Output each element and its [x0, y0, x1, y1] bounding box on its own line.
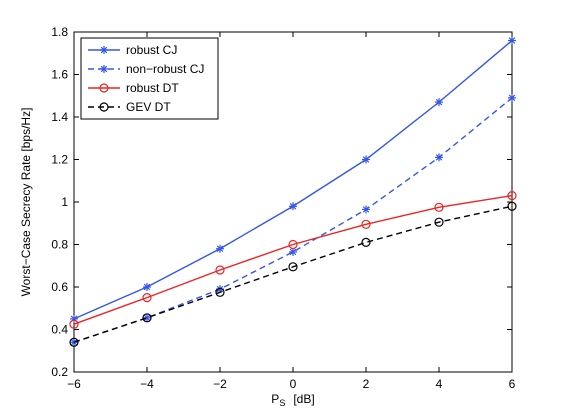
- asterisk-marker: [435, 98, 443, 107]
- y-tick-label: 1.4: [51, 110, 68, 124]
- asterisk-marker: [100, 65, 108, 73]
- y-axis-label: Worst−Case Secrecy Rate [bps/Hz]: [19, 108, 33, 297]
- circle-marker: [434, 202, 444, 212]
- y-tick-label: 0.2: [51, 365, 68, 379]
- asterisk-marker: [362, 205, 370, 214]
- circle-marker: [288, 262, 298, 272]
- legend-item: robust CJ: [88, 43, 177, 57]
- x-tick-label: −2: [213, 377, 227, 391]
- y-tick-label: 0.6: [51, 280, 68, 294]
- asterisk-marker: [508, 93, 516, 102]
- x-axis-label-main: P: [271, 392, 279, 406]
- series: [69, 201, 517, 347]
- circle-marker: [142, 293, 152, 303]
- legend: robust CJ non−robust CJ robust DT GEV DT: [80, 37, 219, 120]
- series-layer: [69, 36, 517, 347]
- asterisk-marker: [435, 153, 443, 162]
- legend-item: non−robust CJ: [88, 62, 204, 76]
- asterisk-marker: [289, 202, 297, 211]
- x-tick-label: −4: [140, 377, 154, 391]
- circle-marker: [215, 287, 225, 297]
- x-tick-label: 6: [509, 377, 516, 391]
- x-tick-label: 2: [363, 377, 370, 391]
- circle-marker: [99, 83, 109, 93]
- x-axis-label-subscript: S: [279, 398, 285, 408]
- circle-marker: [507, 201, 517, 211]
- y-tick-label: 1.2: [51, 153, 68, 167]
- series-line: [73, 205, 513, 343]
- x-axis-label-unit: [dB]: [293, 392, 314, 406]
- legend-items: robust CJ non−robust CJ robust DT GEV DT: [88, 43, 204, 114]
- circle-marker: [142, 313, 152, 323]
- circle-marker: [361, 237, 371, 247]
- axis-ticks: −6 −4 −2 0 2 4 6 0.2 0.4 0.6 0.8 1 1.2 1.4 1.6 1.8: [51, 25, 515, 391]
- circle-marker: [288, 239, 298, 250]
- asterisk-marker: [508, 36, 516, 45]
- y-tick-label: 1: [61, 195, 68, 209]
- legend-label: GEV DT: [126, 100, 171, 114]
- asterisk-marker: [143, 283, 151, 291]
- y-tick-label: 1.8: [51, 25, 68, 39]
- asterisk-marker: [100, 46, 108, 54]
- asterisk-marker: [216, 244, 224, 253]
- series: [69, 191, 517, 329]
- asterisk-marker: [289, 247, 297, 256]
- legend-label: non−robust CJ: [126, 62, 204, 76]
- series: [70, 93, 516, 347]
- legend-item: robust DT: [88, 81, 179, 95]
- asterisk-marker: [362, 155, 370, 164]
- y-tick-label: 0.8: [51, 238, 68, 252]
- circle-marker: [69, 319, 79, 329]
- x-tick-label: 4: [436, 377, 443, 391]
- legend-label: robust CJ: [126, 43, 177, 57]
- legend-item: GEV DT: [88, 100, 171, 114]
- asterisk-marker: [143, 313, 151, 322]
- x-axis-label: PS [dB]: [271, 392, 314, 408]
- circle-marker: [361, 219, 371, 229]
- circle-marker: [99, 102, 109, 112]
- legend-label: robust DT: [126, 81, 179, 95]
- circle-marker: [507, 191, 517, 201]
- circle-marker: [434, 217, 444, 227]
- series-line: [73, 194, 513, 325]
- x-tick-label: −6: [67, 377, 81, 391]
- x-tick-label: 0: [290, 377, 297, 391]
- circle-marker: [215, 265, 225, 275]
- y-tick-label: 1.6: [51, 68, 68, 82]
- y-tick-label: 0.4: [51, 323, 68, 337]
- circle-marker: [69, 337, 79, 347]
